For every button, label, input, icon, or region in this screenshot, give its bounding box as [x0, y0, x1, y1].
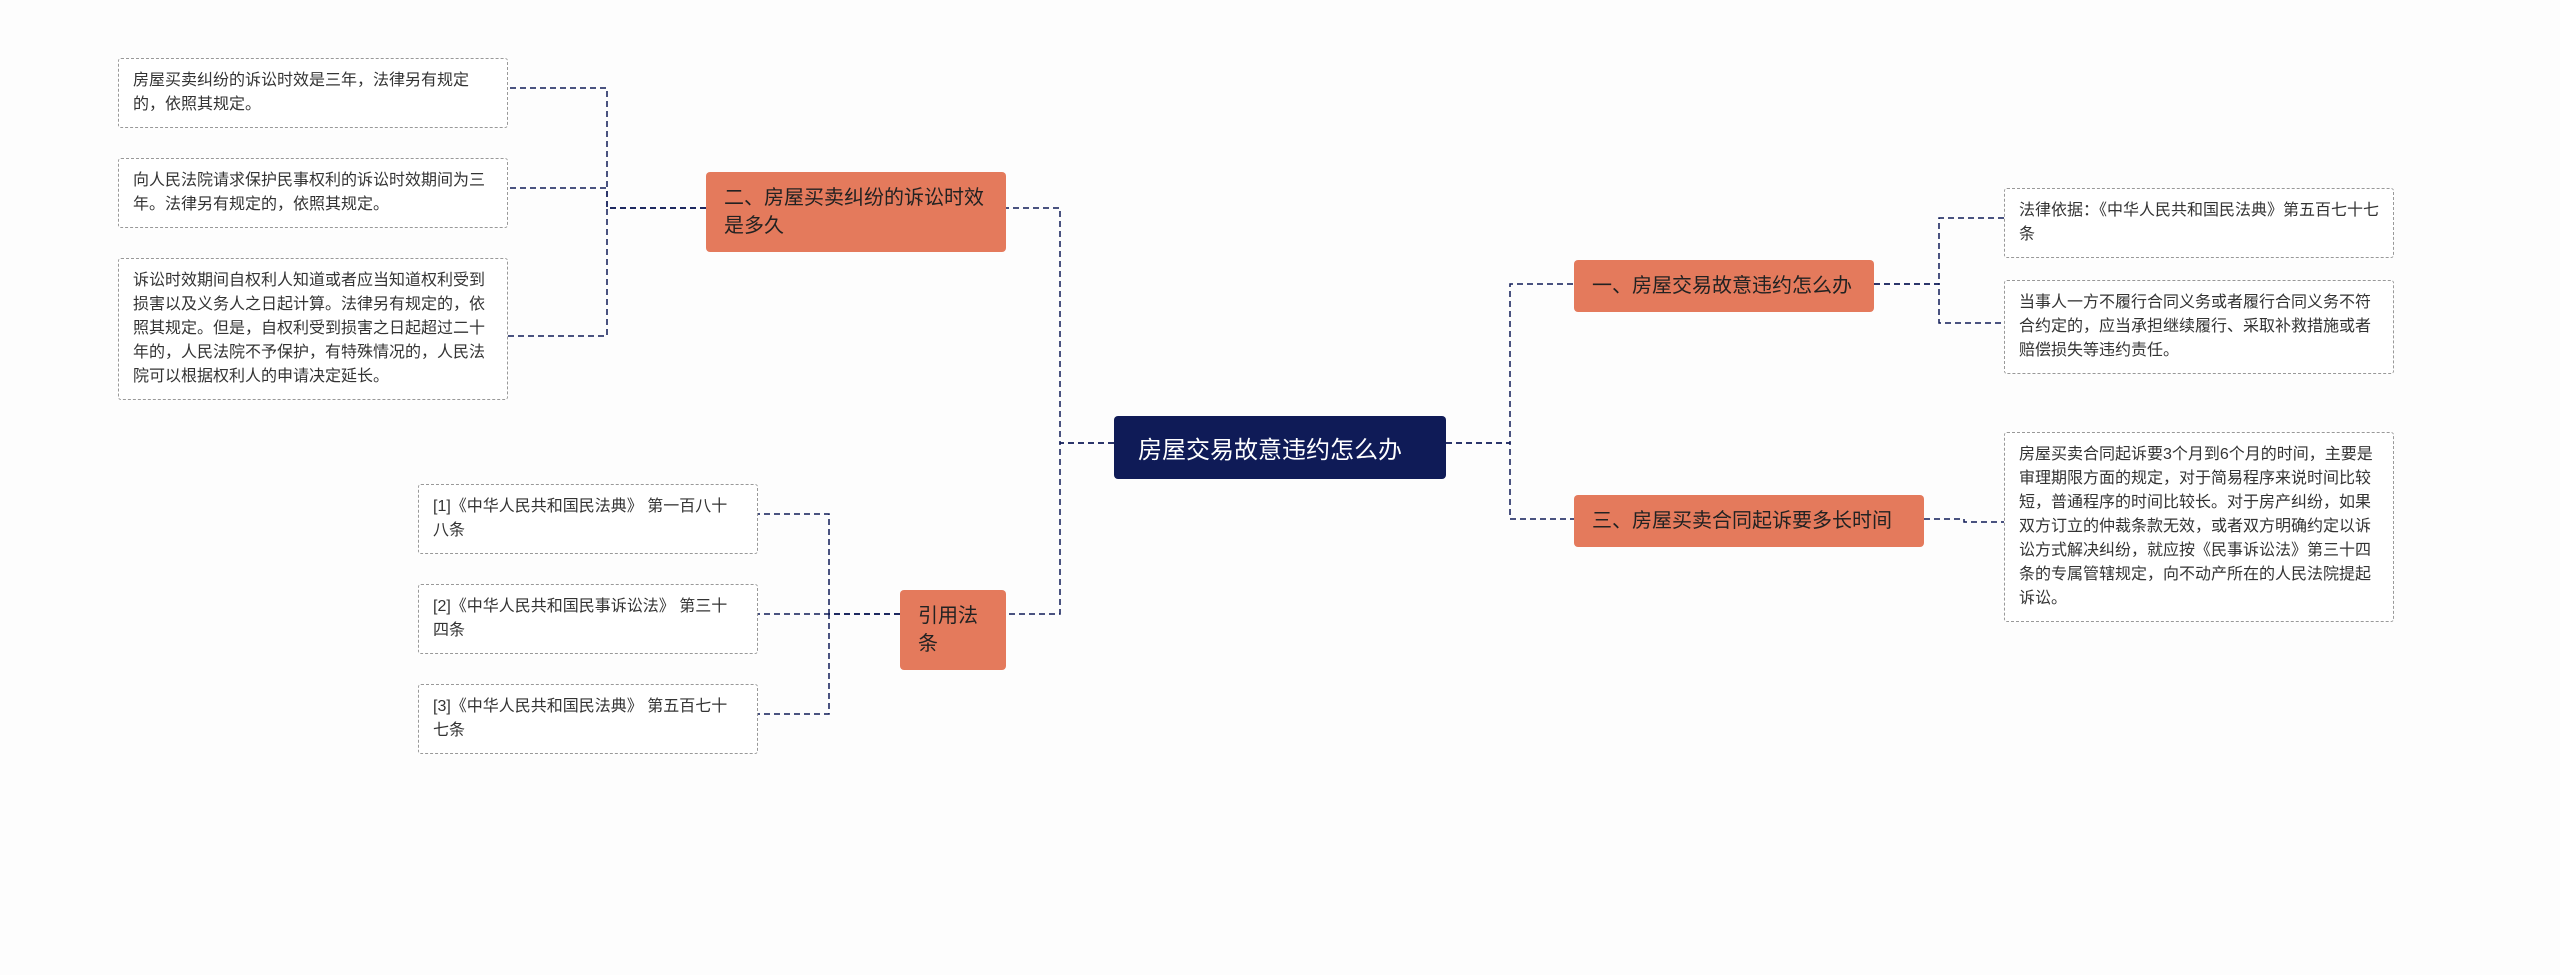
- leaf-b2l2: 向人民法院请求保护民事权利的诉讼时效期间为三年。法律另有规定的，依照其规定。: [118, 158, 508, 228]
- leaf-b1l1: 法律依据：《中华人民共和国民法典》第五百七十七条: [2004, 188, 2394, 258]
- branch-b2-label: 二、房屋买卖纠纷的诉讼时效是多久: [724, 187, 984, 237]
- branch-b1[interactable]: 一、房屋交易故意违约怎么办: [1574, 260, 1874, 312]
- leaf-b3l1-label: 房屋买卖合同起诉要3个月到6个月的时间，主要是审理期限方面的规定，对于简易程序来…: [2019, 446, 2373, 607]
- leaf-brl1-label: [1]《中华人民共和国民法典》 第一百八十八条: [433, 498, 727, 539]
- leaf-b1l2-label: 当事人一方不履行合同义务或者履行合同义务不符合约定的，应当承担继续履行、采取补救…: [2019, 294, 2371, 359]
- leaf-b2l2-label: 向人民法院请求保护民事权利的诉讼时效期间为三年。法律另有规定的，依照其规定。: [133, 172, 485, 213]
- leaf-brl1: [1]《中华人民共和国民法典》 第一百八十八条: [418, 484, 758, 554]
- leaf-brl2-label: [2]《中华人民共和国民事诉讼法》 第三十四条: [433, 598, 727, 639]
- leaf-b2l1: 房屋买卖纠纷的诉讼时效是三年，法律另有规定的，依照其规定。: [118, 58, 508, 128]
- leaf-b1l2: 当事人一方不履行合同义务或者履行合同义务不符合约定的，应当承担继续履行、采取补救…: [2004, 280, 2394, 374]
- branch-b1-label: 一、房屋交易故意违约怎么办: [1592, 275, 1852, 297]
- root-node[interactable]: 房屋交易故意违约怎么办: [1114, 416, 1446, 479]
- leaf-b3l1: 房屋买卖合同起诉要3个月到6个月的时间，主要是审理期限方面的规定，对于简易程序来…: [2004, 432, 2394, 622]
- leaf-brl3-label: [3]《中华人民共和国民法典》 第五百七十七条: [433, 698, 727, 739]
- leaf-b1l1-label: 法律依据：《中华人民共和国民法典》第五百七十七条: [2019, 202, 2379, 243]
- leaf-brl2: [2]《中华人民共和国民事诉讼法》 第三十四条: [418, 584, 758, 654]
- branch-bref[interactable]: 引用法条: [900, 590, 1006, 670]
- leaf-b2l3-label: 诉讼时效期间自权利人知道或者应当知道权利受到损害以及义务人之日起计算。法律另有规…: [133, 272, 485, 385]
- root-label: 房屋交易故意违约怎么办: [1138, 437, 1402, 464]
- leaf-b2l3: 诉讼时效期间自权利人知道或者应当知道权利受到损害以及义务人之日起计算。法律另有规…: [118, 258, 508, 400]
- branch-bref-label: 引用法条: [918, 605, 978, 655]
- leaf-brl3: [3]《中华人民共和国民法典》 第五百七十七条: [418, 684, 758, 754]
- branch-b2[interactable]: 二、房屋买卖纠纷的诉讼时效是多久: [706, 172, 1006, 252]
- leaf-b2l1-label: 房屋买卖纠纷的诉讼时效是三年，法律另有规定的，依照其规定。: [133, 72, 469, 113]
- branch-b3[interactable]: 三、房屋买卖合同起诉要多长时间: [1574, 495, 1924, 547]
- branch-b3-label: 三、房屋买卖合同起诉要多长时间: [1592, 510, 1892, 532]
